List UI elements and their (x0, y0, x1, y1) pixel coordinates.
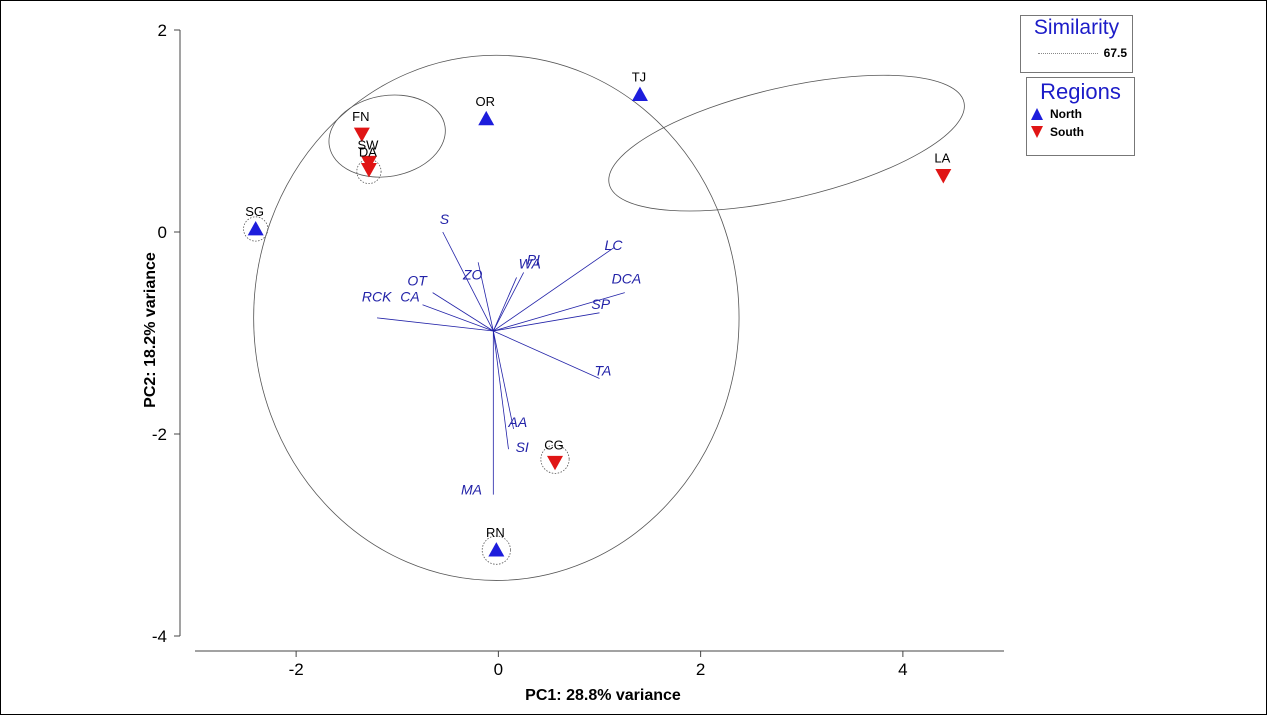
marker-rn (488, 542, 505, 557)
similarity-circle (481, 535, 511, 565)
point-label-sg: SG (245, 204, 264, 219)
y-tick-label: -4 (152, 627, 167, 646)
vector-label-dca: DCA (612, 271, 642, 287)
point-label-la: LA (934, 150, 950, 165)
marker-cg (547, 455, 564, 471)
marker-tj (631, 86, 648, 102)
triangle-down-icon (1031, 126, 1043, 138)
x-tick-label: 2 (696, 660, 705, 679)
marker-or (478, 110, 495, 126)
vector-line-s (442, 231, 494, 332)
point-label-rn: RN (486, 525, 505, 540)
vector-label-s: S (440, 211, 450, 227)
vector-label-rck: RCK (362, 289, 392, 305)
marker-fn (353, 127, 370, 143)
vector-line-ta (493, 330, 600, 379)
similarity-clusters (243, 54, 965, 581)
similarity-line-icon (1037, 52, 1098, 54)
marker-la (935, 169, 952, 184)
similarity-circle (356, 158, 382, 184)
marker-sg (247, 220, 264, 236)
vector-label-lc: LC (605, 237, 624, 253)
legend-entry-south: South (1027, 123, 1134, 141)
axes: -4 -2 0 2 -2 0 2 4 (152, 21, 1004, 679)
similarity-circle (243, 216, 269, 242)
x-tick-label: -2 (289, 660, 304, 679)
vector-label-si: SI (516, 439, 529, 455)
similarity-ellipse (253, 54, 740, 581)
vector-label-pi: PI (527, 251, 540, 267)
legend-label-north: North (1050, 107, 1082, 121)
vector-line-aa (492, 330, 514, 430)
similarity-legend-title: Similarity (1033, 16, 1120, 39)
similarity-value: 67.5 (1103, 46, 1127, 60)
vector-line-si (492, 330, 509, 450)
vector-line-pi (492, 272, 525, 332)
vector-label-ma: MA (461, 482, 482, 498)
legend-entry-north: North (1027, 105, 1134, 123)
vector-label-aa: AA (507, 414, 527, 430)
x-tick-label: 4 (898, 660, 907, 679)
triangle-up-icon (1031, 108, 1043, 120)
x-axis-title: PC1: 28.8% variance (525, 687, 681, 704)
vector-line-wa (492, 277, 517, 332)
point-label-or: OR (475, 94, 495, 109)
point-label-cg: CG (544, 437, 564, 452)
vector-label-sp: SP (591, 296, 610, 312)
vector-line-ot (432, 292, 494, 332)
vector-line-dca (493, 292, 625, 332)
regions-legend-title: Regions (1040, 79, 1121, 104)
vector-line-ca (422, 304, 494, 332)
point-label-sw: SW (357, 137, 379, 152)
point-label-fn: FN (352, 109, 369, 124)
vector-line-sp (493, 312, 600, 332)
vector-line-rck (376, 317, 494, 332)
vector-label-zo: ZO (462, 266, 483, 282)
y-tick-label: 0 (158, 223, 167, 242)
vector-label-ta: TA (594, 362, 611, 378)
similarity-legend: Similarity 67.5 (1020, 15, 1133, 73)
vector-line-lc (493, 246, 615, 332)
legend-label-south: South (1050, 125, 1084, 139)
x-tick-label: 0 (494, 660, 503, 679)
y-tick-label: -2 (152, 425, 167, 444)
similarity-ellipse (328, 94, 446, 178)
point-label-tj: TJ (632, 70, 646, 85)
vector-label-ca: CA (400, 289, 419, 305)
similarity-legend-row: 67.5 (1021, 46, 1132, 60)
vector-label-wa: WA (519, 255, 541, 271)
vector-label-ot: OT (407, 273, 428, 289)
point-label-da: DA (359, 144, 377, 159)
similarity-ellipse (608, 74, 965, 212)
marker-da (360, 162, 377, 178)
y-tick-label: 2 (158, 21, 167, 40)
regions-legend: Regions North South (1026, 77, 1135, 156)
y-axis-title: PC2: 18.2% variance (142, 252, 159, 408)
similarity-circle (540, 444, 570, 474)
vector-line-zo (477, 262, 494, 332)
